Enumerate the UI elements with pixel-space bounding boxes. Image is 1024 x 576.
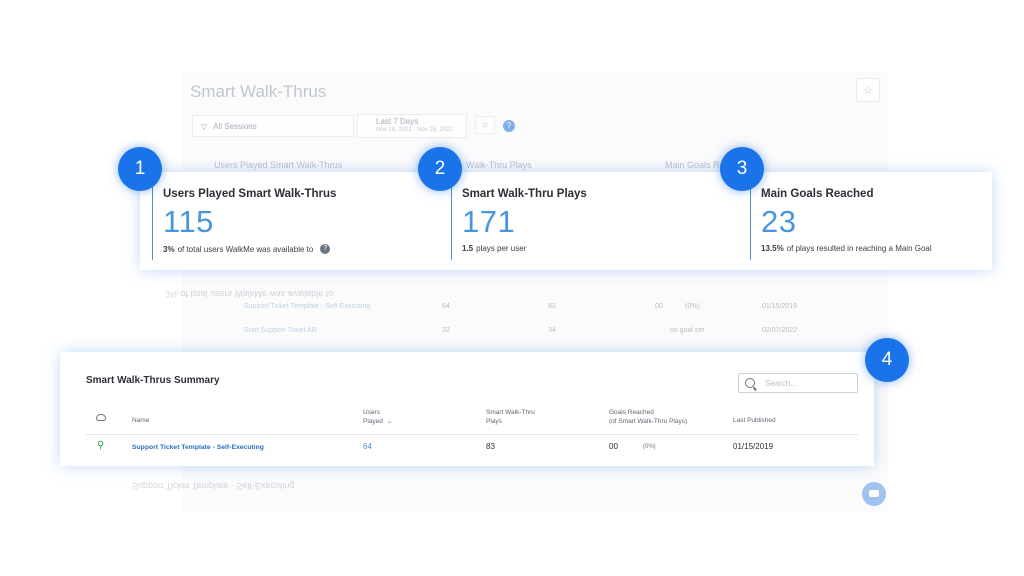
col-header-line: Played ⌄ (363, 417, 392, 427)
bg-row-plays: 83 (548, 303, 556, 310)
bg-row-pct: (0%) (685, 303, 700, 310)
info-icon[interactable]: ? (320, 244, 331, 254)
col-header-goals[interactable]: Goals Reached (of Smart Walk-Thru Plays) (609, 408, 687, 426)
callout-badge-1: 1 (118, 147, 162, 191)
bg-row-name[interactable]: Support Ticket Template - Self-Executing (244, 303, 371, 310)
bg-header-plays: Walk-Thru Plays (466, 160, 532, 170)
page-title: Smart Walk-Thrus (190, 82, 327, 101)
date-range: Nov 18, 2022 - Nov 25, 2022 (376, 127, 453, 133)
col-header-published[interactable]: Last Published (733, 417, 776, 424)
stat-sub-bold: 3% (163, 244, 175, 254)
session-filter-dropdown[interactable]: ▽ All Sessions (192, 115, 354, 137)
summary-reflection: Support Ticket Template - Self-Executing (132, 481, 295, 491)
bg-row-date: 01/15/2019 (762, 303, 798, 310)
tag-icon[interactable]: ⌗ (475, 116, 495, 134)
stat-label: Users Played Smart Walk-Thrus (163, 188, 337, 200)
callout-badge-3: 3 (720, 147, 764, 191)
stat-sub-text: of total users WalkMe was available to (177, 244, 314, 254)
filter-icon: ▽ (201, 121, 208, 131)
bg-header-goals: Main Goals Re (665, 160, 725, 170)
summary-title: Smart Walk-Thrus Summary (86, 375, 220, 386)
stat-sub-text: plays per user (476, 244, 527, 253)
date-range-picker[interactable]: Last 7 Days Nov 18, 2022 - Nov 25, 2022 (357, 114, 467, 138)
stats-reflection: 3% of total users WalkMe was available t… (165, 289, 334, 299)
stat-label: Smart Walk-Thru Plays (462, 188, 587, 200)
col-header-line: (of Smart Walk-Thru Plays) (609, 418, 688, 425)
row-walkthru-name[interactable]: Support Ticket Template - Self-Executing (132, 444, 264, 451)
cloud-icon (96, 414, 106, 421)
bg-row-date: 02/07/2022 (762, 327, 798, 334)
col-header-line: Goals Reached (609, 409, 654, 416)
chat-icon[interactable] (862, 482, 886, 506)
col-header-users-played[interactable]: Users Played ⌄ (363, 408, 392, 427)
stat-users-played: Users Played Smart Walk-Thrus 115 3% of … (152, 182, 432, 260)
star-icon[interactable]: ☆ (856, 78, 880, 102)
bg-row-pct: no goal set (670, 327, 705, 334)
bg-row-plays: 34 (548, 327, 556, 334)
date-label: Last 7 Days (376, 117, 419, 126)
stat-subtext: 1.5 plays per user (462, 244, 731, 253)
bg-row-users: 64 (442, 303, 450, 310)
col-header-line: Smart Walk-Thru (486, 409, 535, 416)
col-header-line: Plays (486, 418, 502, 425)
stat-sub-text: of plays resulted in reaching a Main Goa… (786, 244, 932, 253)
callout-badge-4: 4 (865, 338, 909, 382)
row-goals: 00 (609, 442, 618, 451)
filter-label: All Sessions (213, 121, 257, 131)
bg-row-goals: 00 (655, 303, 663, 310)
header-divider (86, 434, 858, 435)
stat-sub-bold: 1.5 (462, 244, 474, 253)
search-placeholder: Search... (765, 378, 798, 388)
help-icon[interactable]: ? (503, 120, 515, 132)
sort-down-icon[interactable]: ⌄ (386, 419, 392, 425)
bg-row-users: 32 (442, 327, 450, 334)
stat-value: 115 (163, 204, 214, 239)
row-last-published: 01/15/2019 (733, 442, 774, 451)
search-input[interactable]: Search... (738, 373, 858, 393)
col-header-line: Users (363, 409, 380, 416)
stat-sub-bold: 13.5% (761, 244, 784, 253)
stat-value: 171 (462, 204, 516, 239)
col-header-text: Played (363, 418, 383, 425)
stat-subtext: 13.5% of plays resulted in reaching a Ma… (761, 244, 980, 253)
row-goals-pct: (0%) (643, 444, 656, 450)
bg-row-name[interactable]: Start Support Ticket AB (244, 327, 317, 334)
stat-label: Main Goals Reached (761, 188, 874, 200)
summary-card: Smart Walk-Thrus Summary Search... Name … (60, 352, 874, 466)
col-header-plays[interactable]: Smart Walk-Thru Plays (486, 408, 535, 426)
col-header-name[interactable]: Name (132, 417, 150, 424)
callout-badge-2: 2 (418, 147, 462, 191)
stat-walkthru-plays: Smart Walk-Thru Plays 171 1.5 plays per … (451, 182, 731, 260)
stat-main-goals: Main Goals Reached 23 13.5% of plays res… (750, 182, 980, 260)
stats-card: Users Played Smart Walk-Thrus 115 3% of … (140, 172, 992, 270)
row-users-played[interactable]: 64 (363, 442, 372, 451)
stat-value: 23 (761, 204, 797, 239)
bg-header-users: Users Played Smart Walk-Thrus (214, 160, 343, 170)
walkthru-icon: ⚲ (97, 440, 105, 451)
row-plays: 83 (486, 442, 495, 451)
stat-subtext: 3% of total users WalkMe was available t… (163, 244, 432, 254)
search-icon (745, 378, 755, 388)
